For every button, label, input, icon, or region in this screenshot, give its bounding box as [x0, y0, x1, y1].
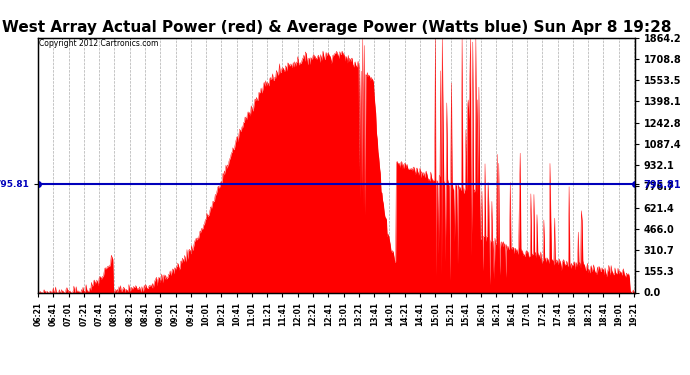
Title: West Array Actual Power (red) & Average Power (Watts blue) Sun Apr 8 19:28: West Array Actual Power (red) & Average … — [1, 20, 671, 35]
Text: Copyright 2012 Cartronics.com: Copyright 2012 Cartronics.com — [39, 39, 159, 48]
